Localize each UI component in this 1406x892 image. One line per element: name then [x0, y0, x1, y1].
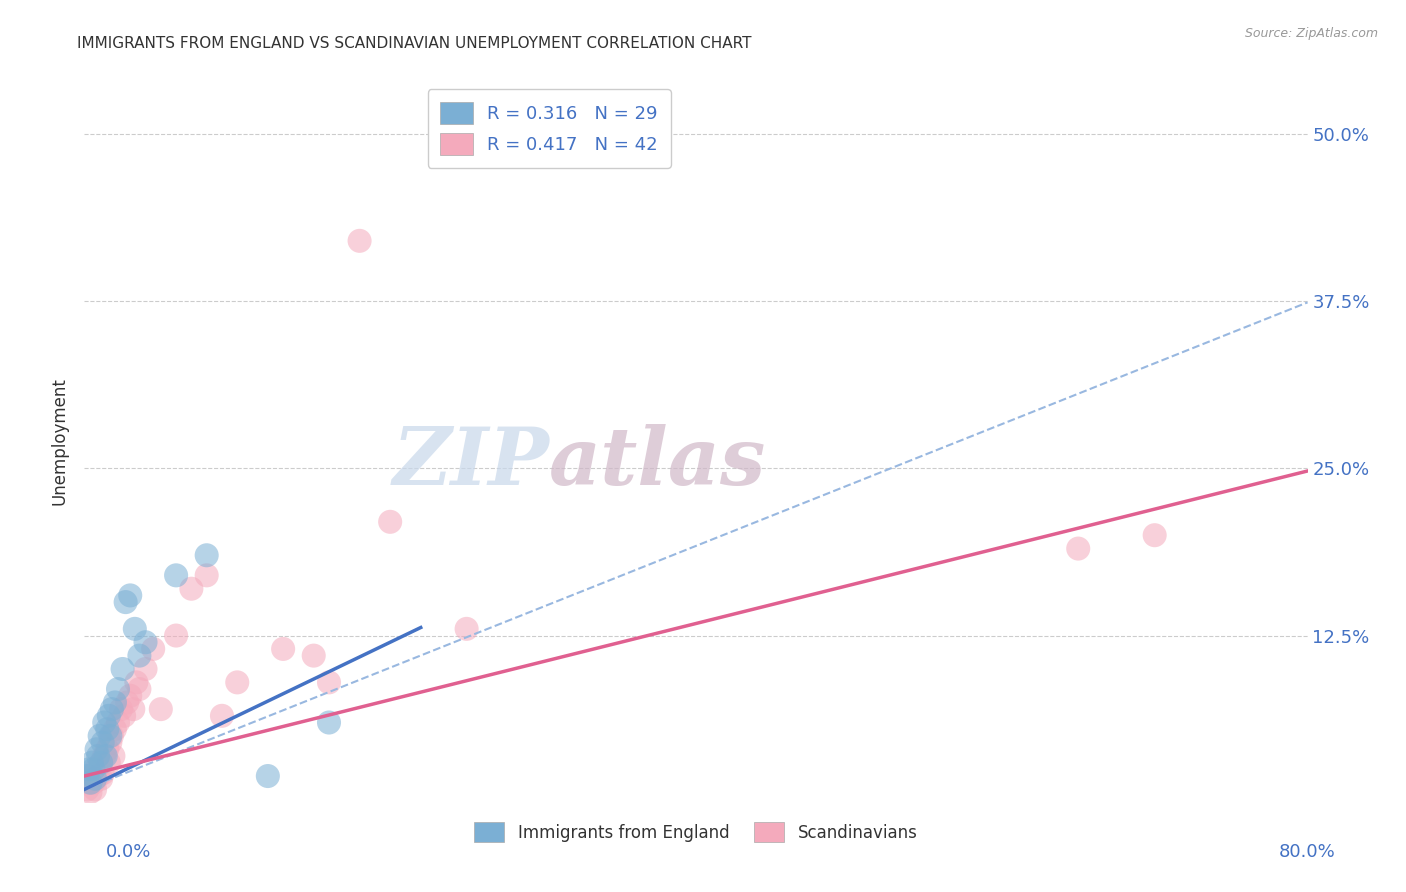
Point — [120, 589, 142, 603]
Point — [226, 675, 249, 690]
Point — [80, 756, 103, 770]
Point — [89, 758, 111, 772]
Point — [135, 662, 157, 676]
Point — [456, 622, 478, 636]
Point — [76, 782, 98, 797]
Point — [98, 735, 121, 749]
Point — [125, 675, 148, 690]
Point — [149, 702, 172, 716]
Point — [195, 568, 218, 582]
Point — [83, 776, 105, 790]
Point — [87, 749, 110, 764]
Point — [271, 642, 294, 657]
Point — [101, 702, 124, 716]
Point — [104, 723, 127, 737]
Point — [86, 762, 108, 776]
Point — [84, 782, 107, 797]
Point — [165, 568, 187, 582]
Point — [122, 702, 145, 716]
Point — [110, 702, 132, 716]
Point — [77, 762, 100, 776]
Point — [91, 766, 114, 780]
Text: IMMIGRANTS FROM ENGLAND VS SCANDINAVIAN UNEMPLOYMENT CORRELATION CHART: IMMIGRANTS FROM ENGLAND VS SCANDINAVIAN … — [77, 36, 752, 51]
Text: Source: ZipAtlas.com: Source: ZipAtlas.com — [1244, 27, 1378, 40]
Point — [83, 762, 105, 776]
Point — [120, 689, 142, 703]
Point — [97, 708, 120, 723]
Text: ZIP: ZIP — [392, 425, 550, 502]
Point — [84, 772, 107, 786]
Point — [93, 715, 115, 730]
Point — [97, 756, 120, 770]
Legend: Immigrants from England, Scandinavians: Immigrants from England, Scandinavians — [464, 812, 928, 852]
Point — [77, 776, 100, 790]
Point — [257, 769, 280, 783]
Point — [349, 234, 371, 248]
Point — [107, 681, 129, 696]
Point — [90, 756, 112, 770]
Point — [302, 648, 325, 663]
Point — [115, 696, 138, 710]
Point — [318, 675, 340, 690]
Point — [96, 742, 118, 756]
Point — [114, 595, 136, 609]
Point — [1143, 528, 1166, 542]
Point — [79, 776, 101, 790]
Point — [124, 622, 146, 636]
Point — [79, 785, 101, 799]
Point — [94, 749, 117, 764]
Y-axis label: Unemployment: Unemployment — [51, 377, 69, 506]
Point — [80, 769, 103, 783]
Point — [111, 662, 134, 676]
Point — [90, 772, 112, 786]
Point — [142, 642, 165, 657]
Point — [107, 715, 129, 730]
Point — [318, 715, 340, 730]
Text: atlas: atlas — [550, 425, 766, 502]
Point — [211, 708, 233, 723]
Text: 80.0%: 80.0% — [1279, 843, 1336, 861]
Point — [91, 735, 114, 749]
Point — [135, 635, 157, 649]
Point — [112, 708, 135, 723]
Point — [101, 729, 124, 743]
Point — [98, 729, 121, 743]
Point — [128, 648, 150, 663]
Point — [128, 681, 150, 696]
Point — [380, 515, 402, 529]
Point — [104, 696, 127, 710]
Point — [180, 582, 202, 596]
Point — [87, 769, 110, 783]
Point — [76, 769, 98, 783]
Text: 0.0%: 0.0% — [105, 843, 150, 861]
Point — [1067, 541, 1090, 556]
Point — [89, 729, 111, 743]
Point — [93, 749, 115, 764]
Point — [86, 742, 108, 756]
Point — [165, 628, 187, 642]
Point — [103, 749, 125, 764]
Point — [96, 723, 118, 737]
Point — [195, 548, 218, 563]
